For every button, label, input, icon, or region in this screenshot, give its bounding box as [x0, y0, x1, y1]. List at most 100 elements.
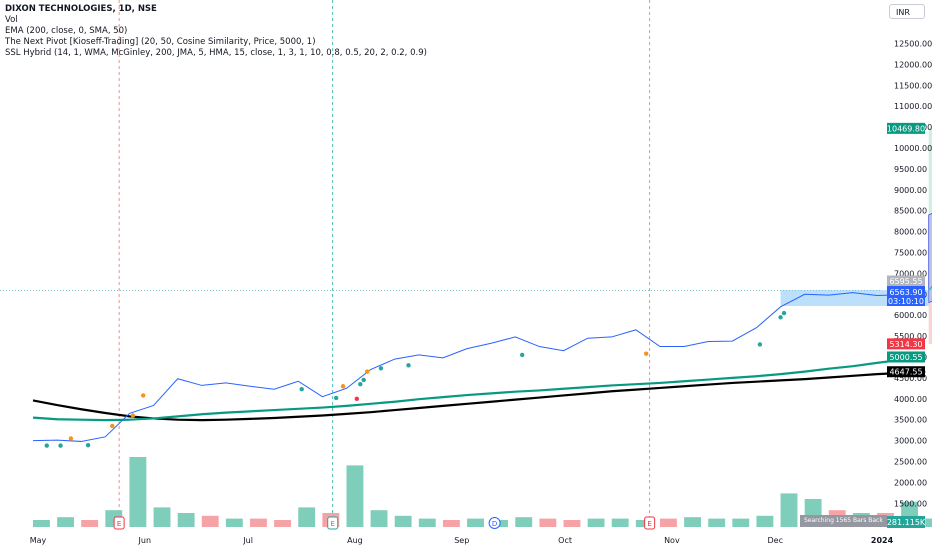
signal-dot: [378, 366, 384, 371]
time-axis[interactable]: MayJunJulAugSepOctNovDec2024FebMarApr: [30, 536, 932, 545]
price-tag-bg: [887, 351, 925, 363]
volume-bar: [539, 518, 557, 527]
volume-bar: [250, 518, 267, 527]
volume-bar: [57, 517, 74, 527]
volume-bar: [33, 520, 50, 527]
volume-bar: [684, 517, 701, 527]
chart-legend: DIXON TECHNOLOGIES, 1D, NSE Vol EMA (200…: [5, 4, 427, 59]
currency-selector[interactable]: INR: [889, 4, 925, 19]
signal-dot: [299, 386, 304, 392]
price-tag-label: 5000.55: [889, 353, 922, 362]
volume-bar: [925, 518, 932, 527]
price-tags: 10469.80 6595.55 5314.30 5000.55 4647.55 6563…: [887, 122, 926, 528]
y-tick-label: 11000.00: [894, 102, 932, 111]
legend-volume[interactable]: Vol: [5, 15, 18, 25]
price-tag-label: 281.115K: [887, 518, 926, 527]
y-tick-label: 12000.00: [894, 60, 932, 69]
event-marker[interactable]: E: [113, 516, 125, 530]
volume-bar: [153, 507, 171, 527]
signal-dot: [781, 310, 787, 316]
volume-bar: [370, 510, 388, 527]
volume-bar: [346, 465, 364, 527]
event-marker-label: D: [492, 520, 497, 528]
y-tick-label: 9500.00: [894, 165, 927, 174]
volume-bar: [225, 518, 243, 527]
x-tick-label: Dec: [767, 536, 782, 545]
x-tick-label: 2024: [871, 536, 894, 545]
signal-dot: [85, 442, 91, 448]
divider-lines: [0, 0, 880, 528]
price-tag-bg: [887, 275, 925, 287]
x-tick-label: Jun: [138, 536, 152, 545]
event-marker-box: [327, 516, 339, 530]
signal-dot: [364, 369, 370, 374]
volume-bar: [418, 518, 436, 527]
current-price-bg: [887, 286, 925, 306]
target-zone: [928, 128, 932, 291]
event-marker[interactable]: E: [327, 516, 339, 530]
volume-bar: [756, 515, 774, 527]
signal-dot: [130, 413, 136, 418]
y-tick-label: 2000.00: [894, 478, 927, 487]
y-tick-label: 7500.00: [894, 249, 927, 258]
y-tick-label: 5500.00: [894, 332, 927, 341]
baseline-line: [32, 370, 926, 422]
volume-bar: [298, 507, 316, 527]
y-tick-label: 6000.00: [894, 311, 927, 320]
volume-bar: [780, 493, 798, 527]
event-marker[interactable]: D: [488, 517, 501, 529]
price-tag-bg: [887, 338, 925, 350]
price-axis[interactable]: 12500.0012000.0011500.0011000.0010500.00…: [894, 40, 932, 509]
event-marker-label: E: [330, 520, 334, 528]
event-marker-label: E: [647, 520, 651, 528]
signal-dot: [644, 351, 649, 356]
event-marker-box: [113, 516, 125, 530]
event-marker-box: [644, 516, 656, 530]
price-tag-label: 5314.30: [889, 340, 922, 349]
volume-bar: [274, 520, 292, 527]
y-tick-label: 1500.00: [894, 499, 927, 508]
signal-dot: [110, 423, 115, 429]
signal-dot: [58, 443, 63, 448]
x-tick-label: May: [30, 536, 47, 545]
volume-bar: [81, 520, 99, 527]
y-tick-label: 8500.00: [894, 207, 927, 216]
signal-dot: [358, 381, 363, 387]
x-tick-label: Jul: [242, 536, 253, 545]
y-tick-label: 9000.00: [894, 186, 927, 195]
pivot-channel: [928, 213, 932, 304]
countdown-label: 03:10:10: [888, 297, 924, 306]
signal-dot: [354, 396, 360, 401]
legend-symbol-title[interactable]: DIXON TECHNOLOGIES, 1D, NSE: [5, 4, 157, 14]
legend-ssl-hybrid[interactable]: SSL Hybrid (14, 1, WMA, McGinley, 200, J…: [5, 48, 427, 58]
legend-next-pivot[interactable]: The Next Pivot [Kioseff-Trading] (20, 50…: [5, 37, 316, 47]
series-lines: [32, 285, 932, 442]
y-tick-label: 3500.00: [894, 416, 927, 425]
event-marker-label: E: [117, 520, 121, 528]
y-tick-label: 4500.00: [894, 374, 927, 383]
volume-bar: [394, 515, 412, 527]
signal-dot: [68, 436, 74, 441]
volume-bar: [442, 520, 460, 527]
y-tick-label: 2500.00: [894, 458, 927, 467]
legend-ema[interactable]: EMA (200, close, 0, SMA, 50): [5, 26, 128, 36]
volume-bars: [33, 457, 932, 527]
event-marker[interactable]: E: [644, 516, 656, 530]
volume-bar: [611, 518, 629, 527]
price-tag: 6595.55: [887, 275, 925, 287]
signal-dot: [519, 352, 525, 358]
y-tick-label: 10000.00: [894, 144, 932, 153]
volume-bar: [467, 518, 484, 527]
y-tick-label: 4000.00: [894, 395, 927, 404]
signal-dot: [757, 342, 763, 347]
volume-bar: [129, 457, 147, 527]
volume-bar: [201, 515, 219, 527]
event-marker-circle: [488, 517, 501, 529]
signal-dot: [361, 377, 366, 383]
y-tick-label: 7000.00: [894, 269, 927, 278]
current-price-label: 6563.90: [889, 288, 922, 297]
signal-dots: [44, 310, 787, 448]
signal-dot: [406, 363, 411, 368]
